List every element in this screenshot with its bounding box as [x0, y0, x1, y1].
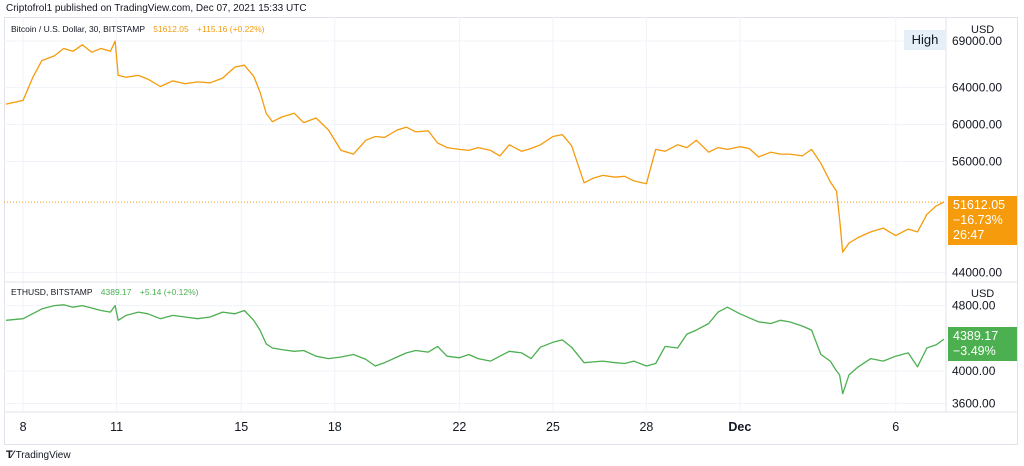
tradingview-logo-icon: T⁄: [6, 449, 14, 461]
btc-legend-change: +115.16 (+0.22%): [197, 24, 265, 34]
eth-legend[interactable]: ETHUSD, BITSTAMP 4389.17 +5.14 (+0.12%): [11, 287, 198, 297]
x-tick-label: 25: [546, 420, 560, 434]
btc-last-change: −16.73%: [953, 213, 1003, 227]
btc-y-tick-label: 44000.00: [952, 266, 1002, 280]
eth-last-price-tag: 4389.17 −3.49%: [948, 327, 1017, 361]
tradingview-logo[interactable]: T⁄ TradingView: [6, 449, 71, 461]
btc-currency-label[interactable]: USD: [969, 24, 997, 36]
publish-note: Criptofrol1 published on TradingView.com…: [6, 3, 307, 14]
btc-y-tick-label: 56000.00: [952, 154, 1002, 168]
eth-y-tick-label: 4800.00: [952, 299, 996, 313]
btc-countdown: 26:47: [953, 228, 985, 242]
btc-y-tick-label: 64000.00: [952, 80, 1002, 94]
price-axis: 69000.00 64000.00 60000.00 56000.00 44000.00…: [952, 34, 1002, 410]
eth-legend-change: +5.14 (+0.12%): [139, 287, 199, 297]
eth-last-price: 4389.17: [953, 329, 999, 343]
eth-legend-value: 4389.17: [100, 287, 132, 297]
btc-legend-symbol: Bitcoin / U.S. Dollar, 30, BITSTAMP: [11, 24, 145, 34]
x-tick-label: Dec: [728, 420, 751, 434]
x-tick-label: 6: [892, 420, 899, 434]
btc-y-tick-label: 60000.00: [952, 117, 1002, 131]
high-marker: High: [904, 30, 946, 50]
btc-last-price-tag: 51612.05 −16.73% 26:47: [948, 196, 1017, 245]
eth-currency-label[interactable]: USD: [969, 288, 997, 300]
btc-legend[interactable]: Bitcoin / U.S. Dollar, 30, BITSTAMP 5161…: [11, 24, 264, 34]
grid-lines: [4, 17, 946, 412]
btc-y-tick-label: 69000.00: [952, 34, 1002, 48]
time-axis: 8 11 15 18 22 25 28 Dec 6: [20, 420, 900, 434]
btc-pane: [4, 40, 946, 253]
btc-last-price: 51612.05: [953, 198, 1006, 212]
x-tick-label: 18: [328, 420, 342, 434]
eth-last-change: −3.49%: [953, 344, 996, 358]
x-tick-label: 22: [452, 420, 466, 434]
btc-legend-value: 51612.05: [153, 24, 189, 34]
tradingview-logo-text: TradingView: [15, 449, 71, 461]
btc-price-line: [5, 40, 945, 253]
eth-legend-symbol: ETHUSD, BITSTAMP: [11, 287, 93, 297]
x-tick-label: 15: [234, 420, 248, 434]
eth-y-tick-label: 3600.00: [952, 396, 996, 410]
chart-frame[interactable]: [4, 17, 1018, 445]
x-tick-label: 11: [110, 420, 123, 434]
x-tick-label: 28: [639, 420, 653, 434]
eth-price-line: [5, 304, 945, 395]
eth-y-tick-label: 4000.00: [952, 364, 996, 378]
x-tick-label: 8: [20, 420, 27, 434]
eth-pane: [5, 304, 945, 395]
